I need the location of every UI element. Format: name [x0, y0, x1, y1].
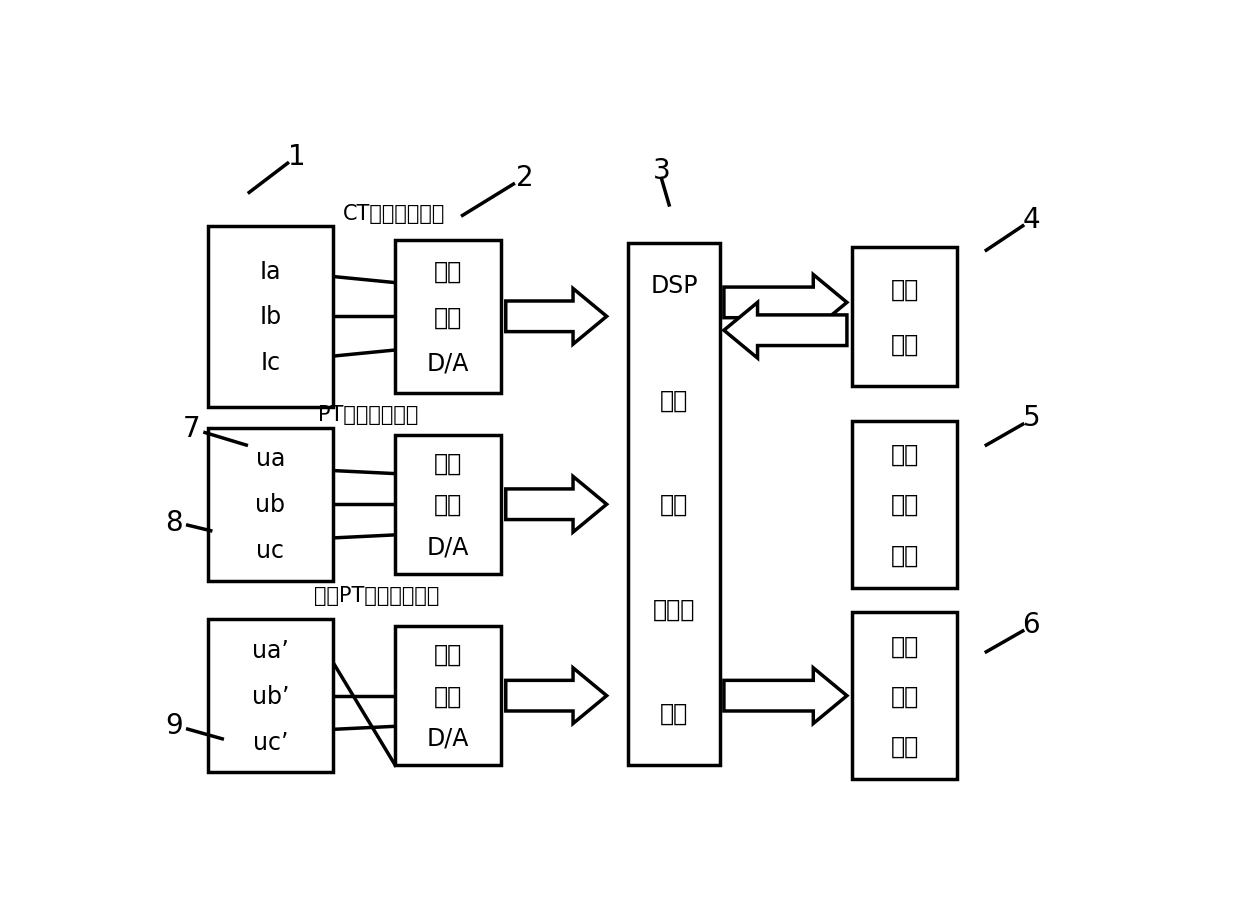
Text: 9: 9	[165, 712, 184, 739]
Text: CT数据采集单元: CT数据采集单元	[342, 204, 445, 224]
Text: 单元: 单元	[890, 734, 919, 758]
Text: 处理器: 处理器	[652, 597, 696, 621]
Text: 8: 8	[165, 508, 184, 536]
Text: 输出: 输出	[890, 684, 919, 708]
Text: DSP: DSP	[650, 274, 698, 298]
Bar	[396, 240, 501, 394]
Text: PT数据采集单元: PT数据采集单元	[319, 405, 419, 424]
Bar	[852, 247, 957, 386]
Text: D/A: D/A	[427, 726, 469, 749]
Bar	[396, 435, 501, 574]
Polygon shape	[724, 275, 847, 330]
Text: 单元: 单元	[890, 543, 919, 567]
Polygon shape	[506, 477, 606, 533]
Text: 隔离: 隔离	[434, 259, 463, 283]
Text: ua’: ua’	[252, 638, 289, 662]
Text: 通信: 通信	[890, 277, 919, 301]
Text: 7: 7	[182, 414, 201, 442]
Text: 1: 1	[289, 143, 306, 171]
Bar	[852, 612, 957, 779]
Bar	[629, 244, 719, 766]
Text: 隔离: 隔离	[434, 451, 463, 475]
Text: 报警: 报警	[890, 634, 919, 657]
Text: 单元: 单元	[890, 333, 919, 357]
Text: 辅助: 辅助	[890, 442, 919, 467]
Text: 滤波: 滤波	[434, 493, 463, 517]
Text: 滤波: 滤波	[434, 305, 463, 329]
Text: 单元: 单元	[660, 702, 688, 725]
Bar	[396, 627, 501, 766]
Bar	[852, 421, 957, 588]
Text: uc: uc	[257, 538, 284, 563]
Text: 电源: 电源	[890, 493, 919, 517]
Text: uc’: uc’	[253, 730, 288, 754]
Text: ub’: ub’	[252, 684, 289, 708]
Text: 4: 4	[1023, 206, 1040, 234]
Text: 6: 6	[1023, 610, 1040, 638]
Text: Ic: Ic	[260, 350, 280, 374]
Text: ub: ub	[255, 493, 285, 517]
Polygon shape	[506, 289, 606, 345]
Polygon shape	[724, 668, 847, 723]
Text: ua: ua	[255, 447, 285, 470]
Text: 滤波: 滤波	[434, 684, 463, 708]
Text: Ib: Ib	[259, 305, 281, 329]
Text: 隔离: 隔离	[434, 642, 463, 666]
Bar	[208, 227, 332, 407]
Bar	[208, 428, 332, 582]
Text: 2: 2	[516, 164, 533, 191]
Bar	[208, 619, 332, 772]
Text: 3: 3	[652, 157, 671, 185]
Text: 备用PT数据采集单元: 备用PT数据采集单元	[314, 585, 439, 605]
Text: D/A: D/A	[427, 535, 469, 558]
Text: Ia: Ia	[259, 260, 281, 284]
Polygon shape	[724, 303, 847, 358]
Text: 信号: 信号	[660, 493, 688, 517]
Text: D/A: D/A	[427, 351, 469, 375]
Text: 5: 5	[1023, 404, 1040, 432]
Polygon shape	[506, 668, 606, 723]
Text: 数字: 数字	[660, 388, 688, 413]
